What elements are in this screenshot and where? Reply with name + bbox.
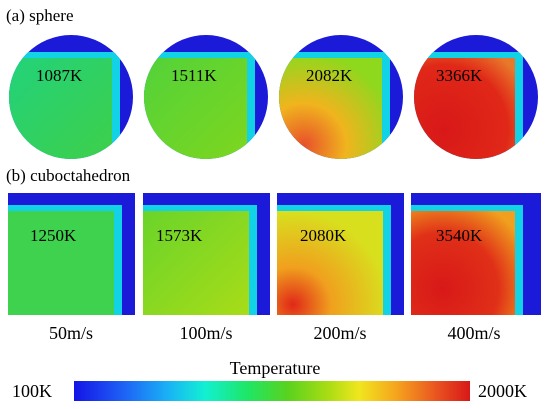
sphere-panel-3 <box>278 34 404 160</box>
colorbar-max-label: 2000K <box>478 381 527 401</box>
cuboctahedron-panel-4 <box>411 193 541 315</box>
sphere-panel-2 <box>143 34 269 160</box>
temperature-cuboctahedron-1: 1250K <box>30 226 77 245</box>
temperature-sphere-3: 2082K <box>306 66 353 85</box>
temperature-cuboctahedron-4: 3540K <box>436 226 483 245</box>
temperature-sphere-1: 1087K <box>36 66 83 85</box>
temperature-sphere-4: 3366K <box>436 66 483 85</box>
row-label-sphere: (a) sphere <box>6 6 74 25</box>
sphere-panel-4 <box>413 34 539 160</box>
cuboctahedron-panel-1 <box>8 193 135 315</box>
colorbar-min-label: 100K <box>12 381 52 401</box>
temperature-sphere-2: 1511K <box>171 66 217 85</box>
speed-label-2: 100m/s <box>179 323 233 343</box>
row-label-cuboctahedron: (b) cuboctahedron <box>6 166 131 185</box>
cuboctahedron-panel-2 <box>143 193 270 315</box>
sphere-panel-1 <box>8 34 134 160</box>
temperature-colorbar <box>74 381 470 401</box>
temperature-cuboctahedron-3: 2080K <box>300 226 347 245</box>
speed-label-1: 50m/s <box>48 323 93 343</box>
cuboctahedron-panel-3 <box>277 193 404 315</box>
speed-label-3: 200m/s <box>313 323 367 343</box>
speed-label-4: 400m/s <box>447 323 501 343</box>
temperature-cuboctahedron-2: 1573K <box>156 226 203 245</box>
colorbar-title: Temperature <box>229 358 321 378</box>
